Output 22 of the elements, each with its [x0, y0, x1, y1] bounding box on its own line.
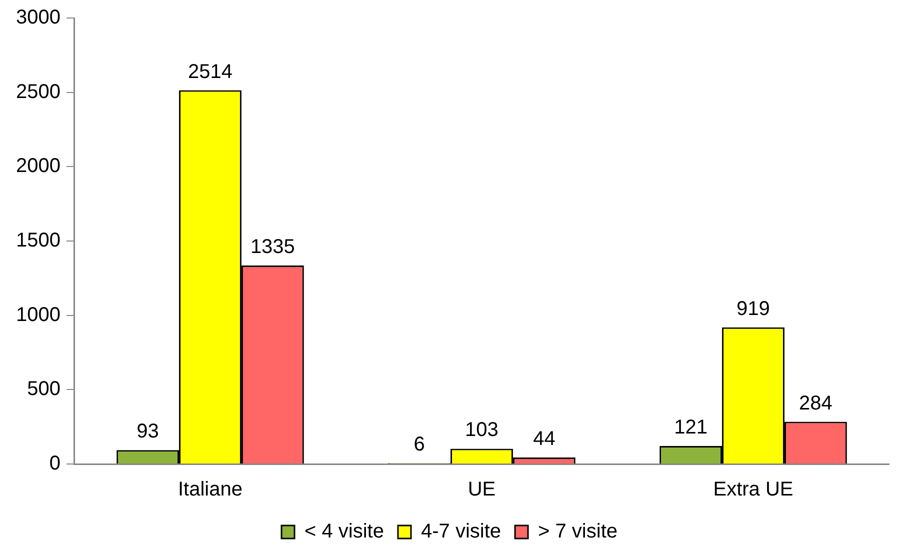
y-tick-label: 500	[27, 378, 60, 400]
legend-label: > 7 visite	[538, 520, 618, 543]
data-label: 284	[799, 392, 832, 414]
y-tick-label: 2500	[16, 80, 60, 103]
y-tick-label: 1000	[16, 304, 60, 326]
data-label: 1335	[250, 236, 295, 258]
y-tick-label: 3000	[16, 6, 60, 29]
data-label: 6	[414, 434, 425, 456]
y-tick-label: 2000	[16, 155, 60, 178]
legend-label: < 4 visite	[304, 520, 384, 543]
y-tick-label: 1500	[16, 230, 60, 252]
legend-label: 4-7 visite	[420, 520, 502, 543]
data-label: 121	[674, 416, 708, 439]
data-label: 919	[736, 298, 770, 320]
data-label: 2514	[188, 60, 232, 83]
data-label: 93	[136, 420, 159, 443]
x-tick-label: Extra UE	[713, 478, 794, 501]
data-label: 44	[533, 428, 556, 450]
y-tick-label: 0	[49, 452, 60, 475]
data-label: 103	[465, 419, 498, 442]
x-tick-label: UE	[468, 478, 496, 501]
x-tick-label: Italiane	[178, 478, 242, 501]
